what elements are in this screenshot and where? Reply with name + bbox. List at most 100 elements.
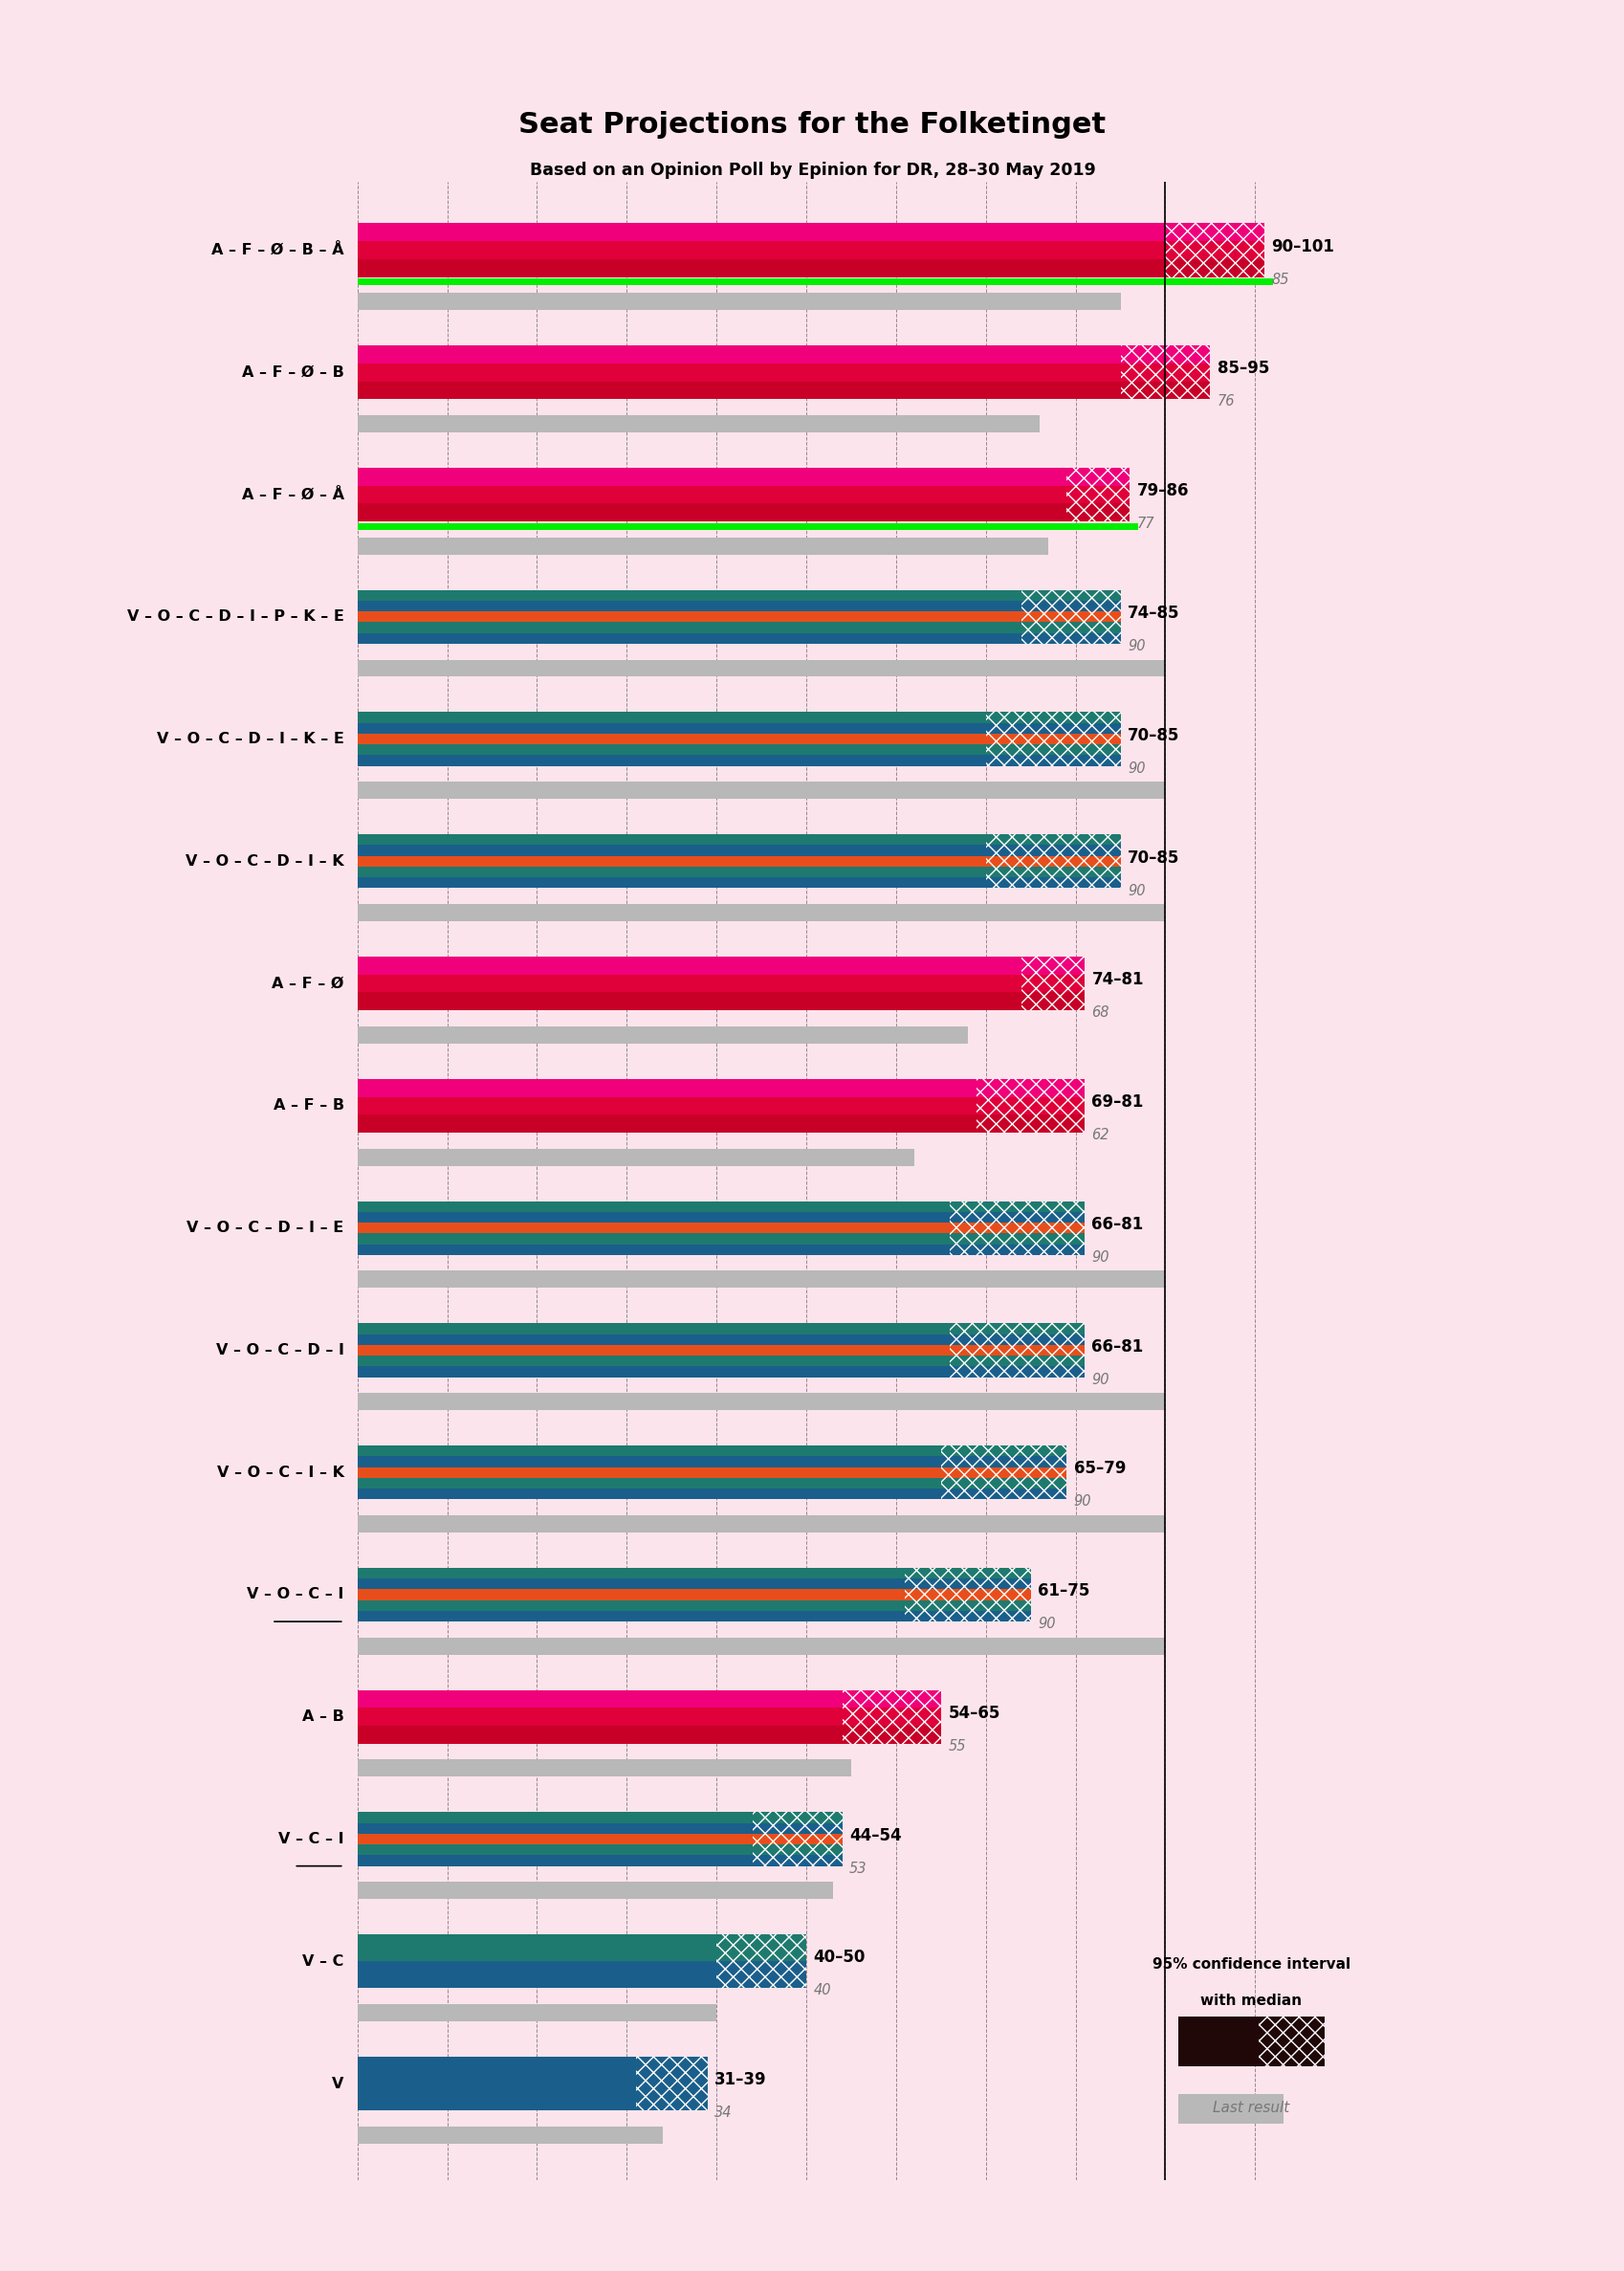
Bar — [950, 1222, 1083, 1233]
Text: 90: 90 — [1091, 1372, 1109, 1388]
Bar — [357, 1324, 950, 1333]
Bar — [357, 1855, 752, 1867]
Text: 31–39: 31–39 — [715, 2071, 767, 2089]
Bar — [1021, 634, 1121, 643]
Bar — [357, 856, 986, 868]
Bar — [1177, 2017, 1259, 2067]
Text: A – F – Ø – B: A – F – Ø – B — [242, 366, 344, 379]
Bar — [357, 1590, 905, 1601]
Bar — [1259, 2017, 1324, 2067]
Text: 76: 76 — [1216, 395, 1234, 409]
Bar — [1021, 992, 1083, 1011]
Text: 65–79: 65–79 — [1073, 1460, 1125, 1478]
Bar — [357, 781, 1164, 799]
Text: 77: 77 — [1135, 518, 1153, 531]
Bar — [752, 1844, 841, 1855]
Bar — [357, 1812, 752, 1824]
Bar — [357, 1344, 950, 1356]
Text: 90: 90 — [1127, 883, 1145, 897]
Bar — [905, 1567, 1030, 1578]
Bar — [357, 1935, 716, 1962]
Bar — [357, 2003, 716, 2021]
Text: 34: 34 — [715, 2105, 732, 2121]
Text: 66–81: 66–81 — [1091, 1338, 1143, 1356]
Bar — [357, 293, 1121, 311]
Bar — [357, 468, 1065, 486]
Bar — [986, 756, 1121, 765]
Text: V: V — [331, 2076, 344, 2092]
Bar — [940, 1488, 1065, 1499]
Bar — [357, 1844, 752, 1855]
Bar — [940, 1478, 1065, 1488]
Bar — [986, 856, 1121, 868]
Bar — [357, 868, 986, 877]
Bar — [357, 1333, 950, 1344]
Text: V – O – C – I: V – O – C – I — [247, 1587, 344, 1601]
Text: V – C – I: V – C – I — [278, 1833, 344, 1846]
Bar — [357, 1962, 716, 1987]
Bar — [841, 1690, 940, 1708]
Bar — [357, 845, 986, 856]
Text: 62: 62 — [1091, 1129, 1109, 1142]
Bar — [752, 1812, 841, 1824]
Bar — [357, 1447, 940, 1456]
Bar — [357, 1637, 1164, 1656]
Text: V – O – C – D – I – P – K – E: V – O – C – D – I – P – K – E — [127, 609, 344, 625]
Bar — [357, 877, 986, 888]
Text: 69–81: 69–81 — [1091, 1092, 1143, 1111]
Text: 95% confidence interval: 95% confidence interval — [1151, 1958, 1350, 1971]
Bar — [976, 1115, 1083, 1133]
Bar — [357, 602, 1021, 611]
Bar — [357, 659, 1164, 677]
Bar — [357, 279, 1272, 286]
Text: 90: 90 — [1073, 1494, 1091, 1508]
Bar — [357, 590, 1021, 602]
Text: 90–101: 90–101 — [1270, 238, 1333, 254]
Bar — [357, 1115, 976, 1133]
Text: V – O – C – D – I – E: V – O – C – D – I – E — [187, 1222, 344, 1235]
Bar — [841, 1726, 940, 1744]
Bar — [1164, 259, 1263, 277]
Text: 85: 85 — [1270, 273, 1288, 286]
Bar — [357, 1760, 851, 1776]
Bar — [357, 416, 1039, 431]
Bar — [357, 1149, 913, 1165]
Bar — [986, 713, 1121, 722]
Bar — [357, 1467, 940, 1478]
Bar — [357, 904, 1164, 922]
Bar — [976, 1079, 1083, 1097]
Text: with median: with median — [1200, 1994, 1301, 2008]
Bar — [357, 1708, 841, 1726]
Bar — [357, 1456, 940, 1467]
Text: A – F – Ø – Å: A – F – Ø – Å — [242, 488, 344, 502]
Bar — [357, 259, 1164, 277]
Bar — [357, 1079, 976, 1097]
Bar — [357, 745, 986, 756]
Text: 54–65: 54–65 — [947, 1706, 999, 1721]
Bar — [357, 833, 986, 845]
Bar — [976, 1097, 1083, 1115]
Bar — [905, 1601, 1030, 1610]
Bar — [950, 1356, 1083, 1367]
Bar — [716, 1935, 806, 1962]
Text: 85–95: 85–95 — [1216, 361, 1268, 377]
Bar — [905, 1610, 1030, 1621]
Bar — [940, 1447, 1065, 1456]
Bar — [357, 622, 1021, 634]
Bar — [1065, 468, 1129, 486]
Text: 40: 40 — [814, 1983, 830, 1998]
Bar — [357, 223, 1164, 241]
Text: 70–85: 70–85 — [1127, 849, 1179, 865]
Text: 90: 90 — [1127, 761, 1145, 777]
Bar — [357, 1488, 940, 1499]
Bar — [905, 1590, 1030, 1601]
Bar — [357, 1883, 833, 1899]
Text: A – F – B: A – F – B — [273, 1099, 344, 1113]
Bar — [357, 1356, 950, 1367]
Bar — [1021, 602, 1121, 611]
Bar — [357, 1601, 905, 1610]
Text: V – O – C – D – I – K: V – O – C – D – I – K — [185, 854, 344, 868]
Text: 53: 53 — [849, 1862, 867, 1876]
Bar — [1164, 241, 1263, 259]
Bar — [1065, 504, 1129, 522]
